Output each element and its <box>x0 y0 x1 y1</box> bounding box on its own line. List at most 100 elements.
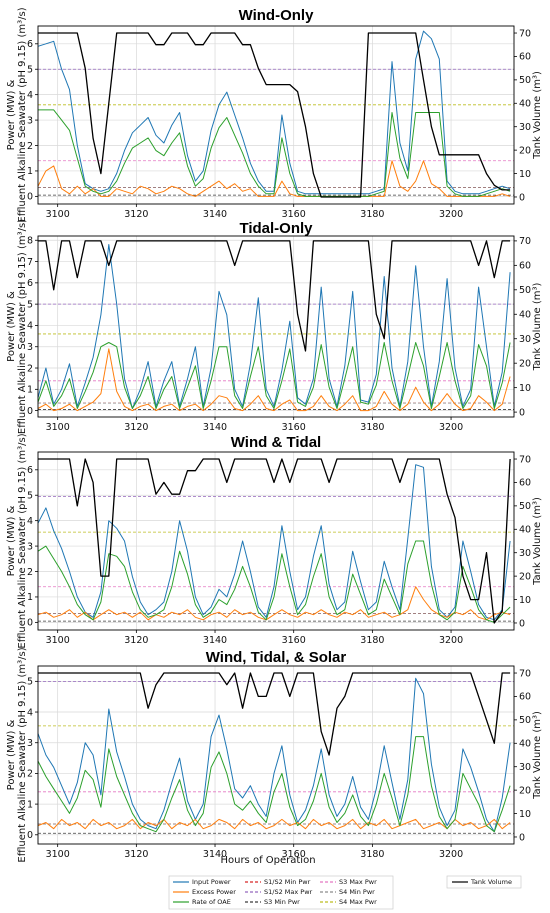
legend-label: S1/S2 Max Pwr <box>264 888 313 896</box>
x-tick-label: 3120 <box>124 422 148 433</box>
x-tick-label: 3160 <box>282 635 306 646</box>
y2-tick-label: 40 <box>519 525 531 536</box>
plot-area <box>38 666 514 844</box>
legend-item-s3-min-pwr: S3 Min Pwr <box>245 898 300 906</box>
legend-label: S3 Min Pwr <box>264 898 300 906</box>
legend-item-s4-max-pwr: S4 Max Pwr <box>320 898 377 906</box>
legend-item-s1-s2-max-pwr: S1/S2 Max Pwr <box>245 888 313 896</box>
legend-label: S4 Max Pwr <box>339 898 377 906</box>
legend-item-excess-power: Excess Power <box>173 888 236 896</box>
y-tick-label: 0 <box>27 192 33 203</box>
x-tick-label: 3160 <box>282 422 306 433</box>
y2-tick-label: 50 <box>519 75 531 86</box>
y2-tick-label: 70 <box>519 668 531 679</box>
legend-label: S3 Max Pwr <box>339 878 377 886</box>
panel-title: Wind, Tidal, & Solar <box>206 649 347 666</box>
y-tick-label: 5 <box>27 65 33 76</box>
y-tick-label: 0 <box>27 406 33 417</box>
y-tick-label: 3 <box>27 342 33 353</box>
series-rate-of-oae <box>37 342 511 409</box>
y-axis-label-line: Effluent Alkaline Seawater (pH 9.15) (m³… <box>17 647 28 862</box>
y-axis-label-line: Effluent Alkaline Seawater (pH 9.15) (m³… <box>17 219 28 434</box>
panel-wind-only: Wind-Only 3100 3120 3140 3160 3180 3200 0 1 2 3 4 5 6… <box>6 7 543 223</box>
legend-item-s3-max-pwr: S3 Max Pwr <box>320 878 377 886</box>
y2-tick-label: 10 <box>519 809 531 820</box>
panel-title: Tidal-Only <box>239 220 313 237</box>
y-axis-label: Power (MW) &Effluent Alkaline Seawater (… <box>6 433 28 648</box>
y2-tick-label: 70 <box>519 454 531 465</box>
y-axis-label-line: Power (MW) & <box>6 505 17 576</box>
x-tick-label: 3140 <box>203 635 227 646</box>
panel-title: Wind-Only <box>239 7 315 24</box>
y2-tick-label: 20 <box>519 785 531 796</box>
axes-frame <box>37 25 515 205</box>
axes-frame <box>37 665 515 845</box>
series-tank-volume <box>38 240 511 352</box>
legend-label: S1/S2 Min Pwr <box>264 878 311 886</box>
x-tick-label: 3100 <box>46 849 70 860</box>
series-tank-volume <box>38 672 511 756</box>
x-tick-label: 3180 <box>360 635 384 646</box>
series-rate-of-oae <box>37 540 511 623</box>
y-tick-label: 5 <box>27 491 33 502</box>
y-tick-label: 1 <box>27 592 33 603</box>
series-tank-volume <box>38 32 511 198</box>
y-tick-label: 4 <box>27 516 33 527</box>
y-axis-label-line: Power (MW) & <box>6 291 17 362</box>
y-tick-label: 6 <box>27 39 33 50</box>
x-axis-label: Hours of Operation <box>220 855 315 866</box>
x-tick-label: 3200 <box>439 635 463 646</box>
y-tick-label: 3 <box>27 738 33 749</box>
y-axis-label: Power (MW) &Effluent Alkaline Seawater (… <box>6 219 28 434</box>
y2-tick-label: 0 <box>519 832 525 843</box>
y-tick-label: 4 <box>27 321 33 332</box>
y-tick-label: 2 <box>27 769 33 780</box>
y2-tick-label: 20 <box>519 571 531 582</box>
x-tick-label: 3120 <box>124 849 148 860</box>
y2-tick-label: 10 <box>519 169 531 180</box>
y2-tick-label: 10 <box>519 595 531 606</box>
y-tick-label: 0 <box>27 830 33 841</box>
x-tick-label: 3200 <box>439 849 463 860</box>
series-excess-power <box>37 586 511 621</box>
y2-tick-label: 60 <box>519 52 531 63</box>
y2-tick-label: 30 <box>519 548 531 559</box>
series-excess-power <box>37 348 511 412</box>
y-tick-label: 1 <box>27 799 33 810</box>
legend-label: Rate of OAE <box>192 898 231 906</box>
y-tick-label: 6 <box>27 465 33 476</box>
y-tick-label: 6 <box>27 278 33 289</box>
y2-tick-label: 40 <box>519 739 531 750</box>
series-input-power <box>37 677 511 833</box>
x-tick-label: 3120 <box>124 209 148 220</box>
y2-tick-label: 30 <box>519 762 531 773</box>
legend-item-rate-of-oae: Rate of OAE <box>173 898 231 906</box>
y2-tick-label: 40 <box>519 99 531 110</box>
x-tick-label: 3120 <box>124 635 148 646</box>
x-tick-label: 3200 <box>439 422 463 433</box>
y-tick-label: 8 <box>27 236 33 247</box>
y2-axis-label: Tank Volume (m³) <box>532 711 543 800</box>
y2-tick-label: 30 <box>519 122 531 133</box>
x-tick-label: 3100 <box>46 422 70 433</box>
y-tick-label: 1 <box>27 385 33 396</box>
x-tick-label: 3180 <box>360 422 384 433</box>
plot-area <box>38 452 514 630</box>
y-tick-label: 4 <box>27 707 33 718</box>
y-tick-label: 3 <box>27 115 33 126</box>
x-tick-label: 3180 <box>360 209 384 220</box>
x-tick-label: 3140 <box>203 209 227 220</box>
series-rate-of-oae <box>38 109 511 197</box>
y-axis-label: Power (MW) &Effluent Alkaline Seawater (… <box>6 647 28 862</box>
legend-item-s1-s2-min-pwr: S1/S2 Min Pwr <box>245 878 311 886</box>
series-rate-of-oae <box>37 736 511 833</box>
legend-box-tank <box>446 875 522 889</box>
x-tick-label: 3100 <box>46 635 70 646</box>
y2-tick-label: 0 <box>519 407 525 418</box>
legend-label: Tank Volume <box>470 878 512 886</box>
y-tick-label: 7 <box>27 257 33 268</box>
axes-frame <box>37 235 515 418</box>
